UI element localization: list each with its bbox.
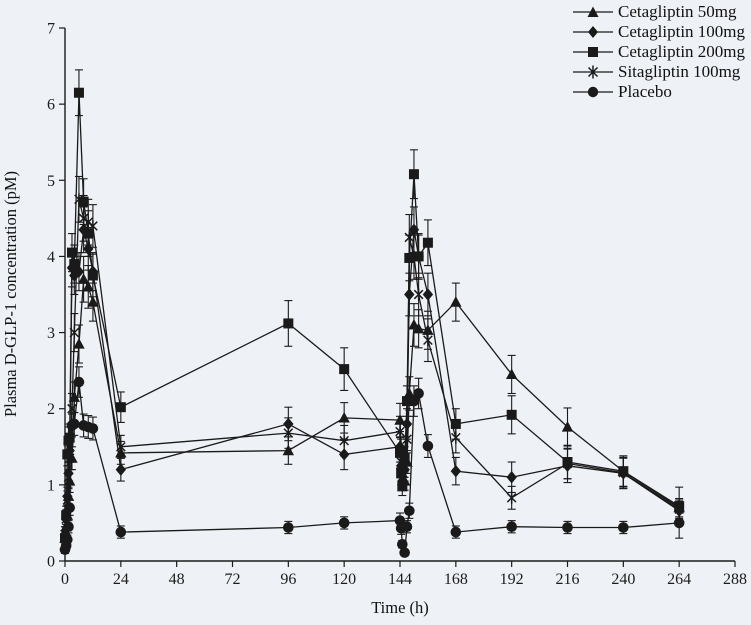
triangle-marker (338, 411, 350, 423)
circle-marker (404, 505, 415, 517)
legend-label: Cetagliptin 100mg (618, 22, 746, 41)
y-axis-label: Plasma D-GLP-1 concentration (pM) (1, 171, 20, 417)
circle-marker (69, 418, 80, 430)
legend-label: Cetagliptin 200mg (618, 42, 746, 61)
y-tick-label: 3 (47, 325, 55, 342)
triangle-marker (77, 273, 90, 284)
triangle-marker (450, 296, 462, 307)
x-tick-label: 48 (169, 571, 185, 588)
circle-marker-icon (573, 86, 613, 97)
circle-marker (338, 517, 350, 529)
legend-item-sitagliptin-100mg: Sitagliptin 100mg (573, 62, 745, 81)
square-marker (66, 247, 77, 258)
x-tick-label: 192 (500, 571, 524, 588)
series-line-asterisk (64, 199, 680, 535)
square-marker (87, 270, 98, 281)
x-tick-label: 216 (556, 571, 580, 588)
x-tick-label: 288 (723, 571, 747, 588)
diamond-marker (115, 463, 127, 476)
legend-label: Sitagliptin 100mg (618, 62, 741, 81)
triangle-marker (282, 444, 295, 456)
x-tick-label: 120 (332, 571, 356, 588)
x-tick-label: 168 (444, 571, 468, 588)
legend-label: Placebo (618, 82, 672, 101)
diamond-marker (422, 288, 434, 301)
diamond-marker-icon (573, 25, 613, 38)
square-marker (395, 447, 405, 458)
legend: Cetagliptin 50mg Cetagliptin 100mg Cetag… (573, 2, 745, 101)
square-marker (62, 449, 73, 460)
x-tick-label: 24 (113, 571, 129, 588)
circle-marker (506, 521, 517, 533)
y-tick-label: 4 (47, 249, 55, 266)
circle-marker (618, 522, 629, 533)
triangle-marker (87, 296, 99, 307)
x-tick-label: 96 (280, 571, 296, 588)
x-tick-label: 144 (388, 571, 412, 588)
square-marker-icon (573, 46, 613, 57)
square-marker (408, 169, 419, 180)
circle-marker (450, 526, 462, 538)
circle-marker (64, 502, 75, 513)
square-marker (339, 364, 350, 375)
circle-marker (673, 517, 685, 529)
y-tick-label: 6 (47, 97, 55, 114)
square-marker (73, 87, 84, 98)
diamond-marker (450, 464, 462, 478)
circle-marker (408, 395, 420, 407)
x-tick-label: 0 (61, 571, 69, 588)
circle-marker (283, 522, 294, 533)
plot-area: 0 24 48 72 96 120 144 168 192 216 240 264 288 0 1 2 3 4 5 6… (47, 21, 747, 589)
square-marker (283, 318, 294, 329)
circle-marker (401, 521, 413, 533)
circle-marker (115, 526, 127, 538)
y-tick-label: 0 (47, 554, 55, 571)
y-tick-label: 2 (47, 401, 55, 418)
circle-marker (562, 522, 573, 533)
x-tick-label: 264 (667, 571, 691, 588)
triangle-marker (82, 280, 94, 292)
series-line-diamond (64, 229, 680, 535)
circle-marker (413, 388, 424, 399)
circle-marker (62, 534, 73, 545)
triangle-marker (561, 420, 574, 432)
y-tick-label: 1 (47, 477, 55, 494)
legend-label: Cetagliptin 50mg (618, 2, 737, 21)
circle-marker (422, 440, 434, 452)
circle-marker (87, 423, 99, 434)
triangle-marker (73, 337, 85, 349)
legend-item-cetagliptin-100mg: Cetagliptin 100mg (573, 22, 745, 41)
series-line-triangle (64, 277, 680, 539)
triangle-marker (412, 322, 425, 334)
circle-marker (63, 521, 74, 533)
square-marker (422, 237, 433, 248)
square-marker (506, 409, 517, 420)
circle-marker (397, 538, 408, 550)
square-marker (115, 402, 126, 413)
triangle-marker-icon (573, 6, 613, 17)
y-tick-label: 5 (47, 173, 55, 190)
square-marker (69, 259, 80, 270)
y-tick-label: 7 (47, 21, 55, 38)
series-line-circle (64, 382, 680, 553)
x-axis-label: Time (h) (371, 598, 429, 617)
series-line-square (64, 92, 680, 539)
diamond-marker (506, 471, 517, 484)
circle-marker (73, 376, 85, 388)
square-marker (413, 251, 424, 262)
x-tick-label: 240 (611, 571, 635, 588)
triangle-marker (505, 368, 518, 380)
legend-item-cetagliptin-200mg: Cetagliptin 200mg (573, 42, 745, 61)
square-marker (64, 432, 75, 443)
legend-item-cetagliptin-50mg: Cetagliptin 50mg (573, 2, 745, 21)
circle-marker (399, 547, 410, 558)
x-tick-label: 72 (225, 571, 241, 588)
asterisk-marker-icon (573, 65, 613, 78)
legend-item-placebo: Placebo (573, 82, 745, 101)
